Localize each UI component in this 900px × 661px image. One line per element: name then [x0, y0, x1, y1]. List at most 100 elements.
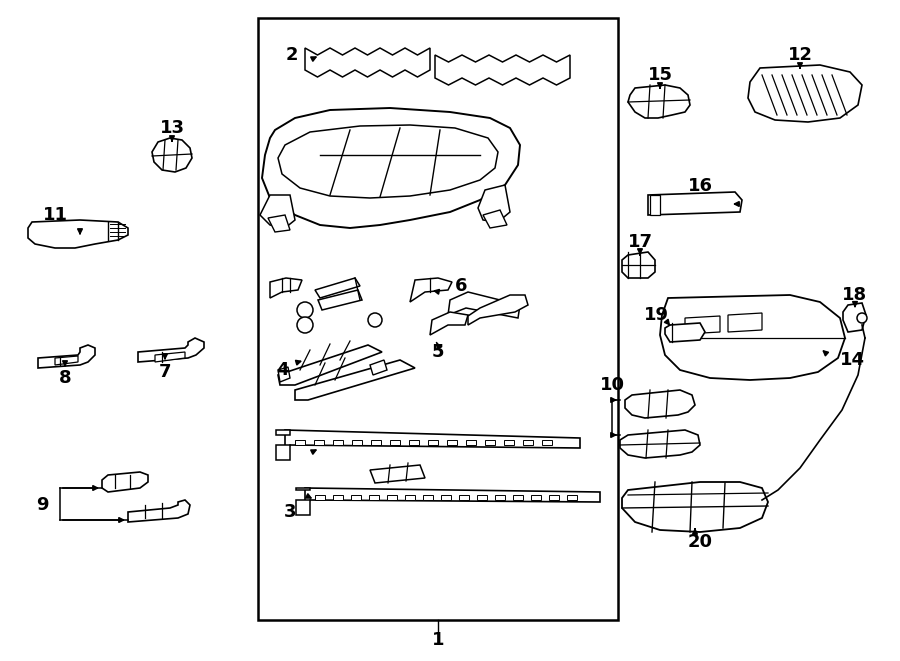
Polygon shape: [138, 338, 204, 362]
Text: 8: 8: [58, 369, 71, 387]
Polygon shape: [485, 440, 495, 445]
Polygon shape: [268, 215, 290, 232]
Polygon shape: [152, 138, 192, 172]
Polygon shape: [318, 290, 362, 310]
Polygon shape: [665, 323, 705, 342]
Polygon shape: [285, 430, 580, 455]
Circle shape: [857, 313, 867, 323]
Polygon shape: [622, 482, 768, 532]
Text: 13: 13: [159, 119, 184, 137]
Polygon shape: [447, 440, 457, 445]
Polygon shape: [495, 495, 505, 500]
Polygon shape: [448, 292, 520, 318]
Polygon shape: [260, 195, 295, 228]
Polygon shape: [435, 55, 570, 85]
Polygon shape: [405, 495, 415, 500]
Polygon shape: [523, 440, 533, 445]
Polygon shape: [333, 495, 343, 500]
Polygon shape: [276, 445, 290, 460]
Polygon shape: [305, 48, 430, 77]
Polygon shape: [748, 65, 862, 122]
Polygon shape: [625, 390, 695, 418]
Polygon shape: [390, 440, 400, 445]
Text: 15: 15: [647, 66, 672, 84]
Polygon shape: [441, 495, 451, 500]
Polygon shape: [620, 430, 700, 458]
Polygon shape: [38, 345, 95, 368]
Polygon shape: [622, 252, 655, 278]
Polygon shape: [276, 430, 290, 435]
Polygon shape: [428, 440, 438, 445]
Polygon shape: [628, 85, 690, 118]
Text: 6: 6: [455, 277, 467, 295]
Polygon shape: [430, 312, 468, 335]
Text: 11: 11: [42, 206, 68, 224]
Text: 2: 2: [286, 46, 298, 64]
Polygon shape: [55, 356, 78, 365]
Polygon shape: [305, 488, 600, 510]
Text: 1: 1: [432, 631, 445, 649]
Polygon shape: [371, 440, 381, 445]
Text: 19: 19: [644, 306, 669, 324]
Polygon shape: [296, 500, 310, 515]
Text: 3: 3: [284, 503, 296, 521]
Polygon shape: [155, 352, 185, 362]
Polygon shape: [466, 440, 476, 445]
Polygon shape: [296, 488, 310, 490]
Polygon shape: [262, 108, 520, 228]
Circle shape: [297, 317, 313, 333]
Polygon shape: [370, 360, 387, 375]
Polygon shape: [542, 440, 552, 445]
Polygon shape: [843, 303, 866, 332]
Polygon shape: [650, 195, 660, 215]
Polygon shape: [504, 440, 514, 445]
Polygon shape: [278, 125, 498, 198]
Text: 10: 10: [599, 376, 625, 394]
Polygon shape: [483, 210, 507, 228]
Polygon shape: [478, 185, 510, 222]
Polygon shape: [468, 295, 528, 325]
Text: 5: 5: [432, 343, 445, 361]
Polygon shape: [567, 495, 577, 500]
Text: 18: 18: [842, 286, 868, 304]
Polygon shape: [315, 495, 325, 500]
Polygon shape: [315, 278, 360, 298]
Text: 17: 17: [627, 233, 652, 251]
Circle shape: [368, 313, 382, 327]
Polygon shape: [410, 278, 452, 302]
Polygon shape: [513, 495, 523, 500]
Polygon shape: [549, 495, 559, 500]
Text: 12: 12: [788, 46, 813, 64]
Polygon shape: [295, 440, 305, 445]
Polygon shape: [278, 345, 382, 385]
Text: 4: 4: [275, 361, 288, 379]
Polygon shape: [351, 495, 361, 500]
Text: 14: 14: [840, 351, 865, 369]
Polygon shape: [409, 440, 419, 445]
Polygon shape: [295, 360, 415, 400]
Text: 16: 16: [688, 177, 713, 195]
Polygon shape: [102, 472, 148, 492]
Polygon shape: [28, 220, 128, 248]
Polygon shape: [352, 440, 362, 445]
Text: 9: 9: [36, 496, 49, 514]
Polygon shape: [459, 495, 469, 500]
Text: 7: 7: [158, 363, 171, 381]
Polygon shape: [369, 495, 379, 500]
Polygon shape: [128, 500, 190, 522]
Polygon shape: [270, 278, 302, 298]
Polygon shape: [387, 495, 397, 500]
Polygon shape: [333, 440, 343, 445]
Polygon shape: [660, 295, 845, 380]
Polygon shape: [370, 465, 425, 483]
Polygon shape: [423, 495, 433, 500]
Text: 20: 20: [688, 533, 713, 551]
Circle shape: [297, 302, 313, 318]
Polygon shape: [314, 440, 324, 445]
Polygon shape: [278, 367, 290, 382]
Polygon shape: [685, 316, 720, 334]
Polygon shape: [531, 495, 541, 500]
Polygon shape: [728, 313, 762, 332]
Polygon shape: [477, 495, 487, 500]
Polygon shape: [648, 192, 742, 215]
